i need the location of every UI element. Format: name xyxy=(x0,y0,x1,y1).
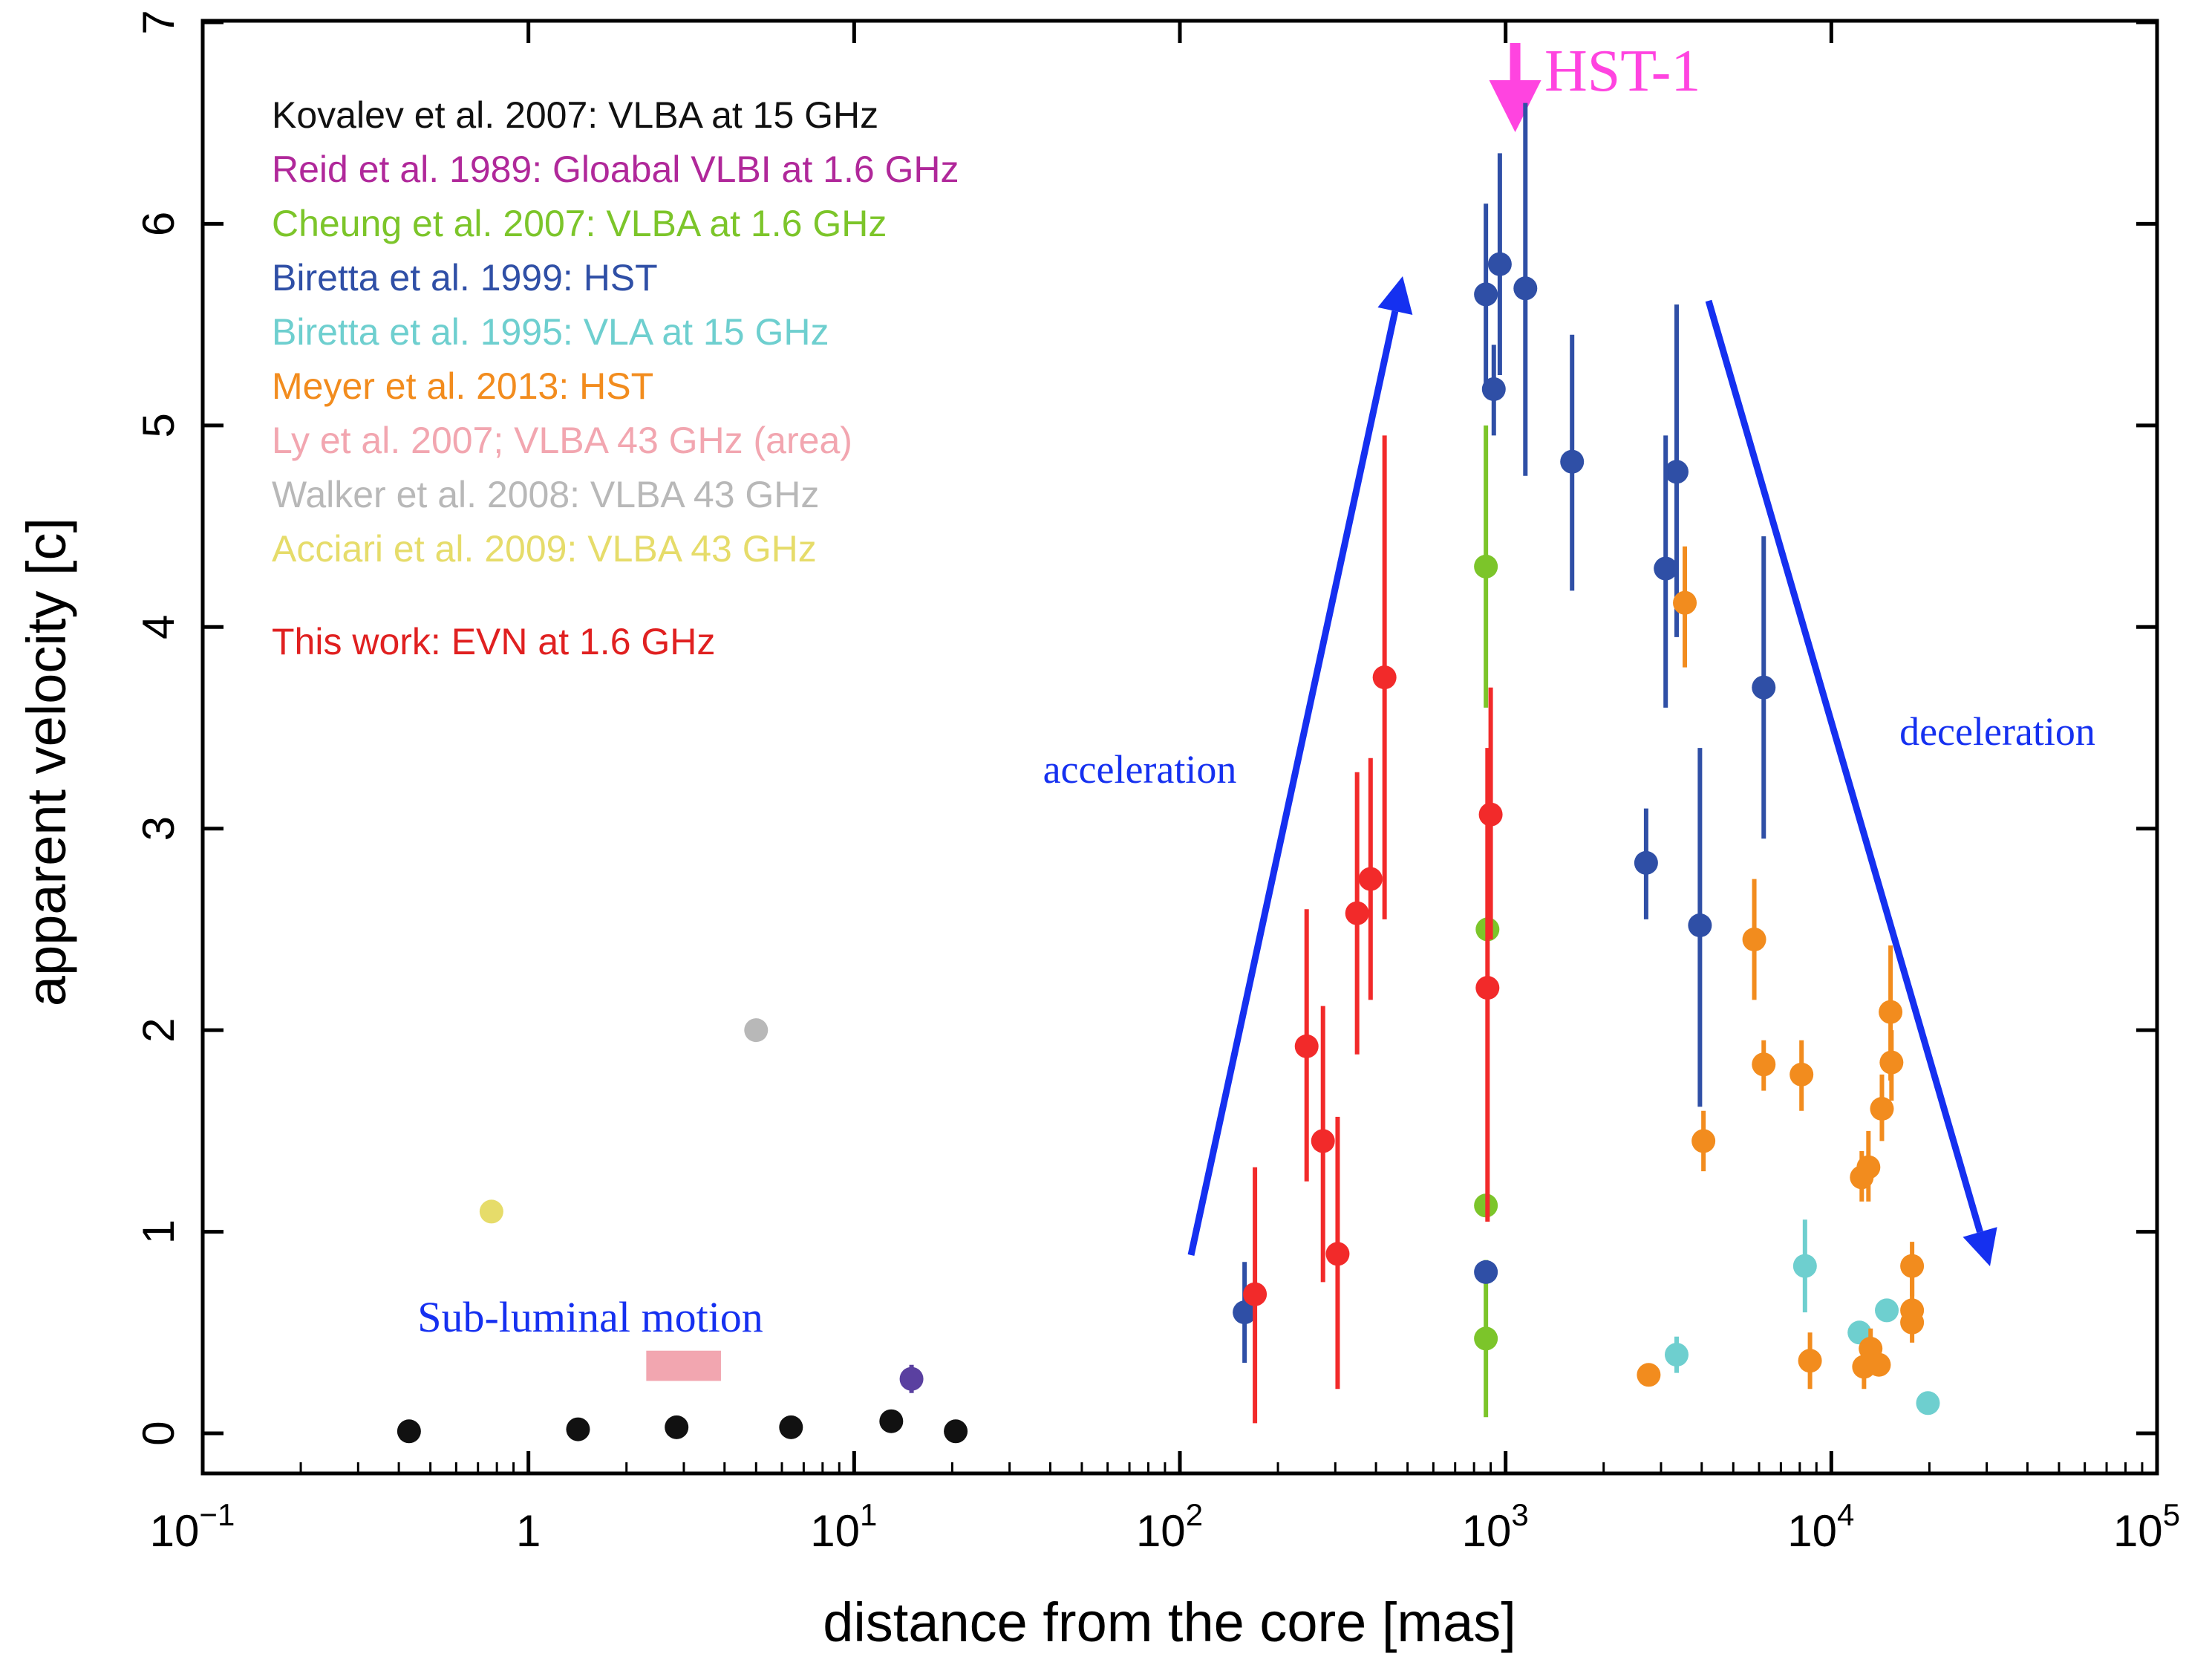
data-point xyxy=(1688,913,1712,937)
data-point xyxy=(1358,867,1383,891)
legend-entry: Acciari et al. 2009: VLBA 43 GHz xyxy=(272,528,817,570)
data-point xyxy=(1879,1050,1904,1075)
acceleration-arrow-shaft xyxy=(1187,310,1399,1256)
deceleration-arrow-head xyxy=(1963,1227,1997,1266)
data-point xyxy=(899,1366,924,1391)
data-point xyxy=(1475,976,1500,1000)
data-point xyxy=(1867,1352,1891,1377)
data-point xyxy=(1481,377,1506,401)
data-point xyxy=(1900,1310,1925,1335)
ly-area-rect xyxy=(646,1350,721,1381)
data-point xyxy=(1637,1363,1661,1387)
x-tick-label: 101 xyxy=(810,1497,877,1556)
y-tick-label: 3 xyxy=(134,816,183,841)
data-point xyxy=(1311,1129,1335,1153)
data-point xyxy=(1792,1254,1817,1278)
data-point xyxy=(1233,1300,1257,1325)
y-tick-label: 5 xyxy=(134,413,183,437)
data-point xyxy=(1474,1326,1498,1351)
y-tick-label: 4 xyxy=(134,615,183,639)
data-point xyxy=(779,1415,803,1439)
data-point xyxy=(1691,1129,1716,1153)
x-tick-label: 10−1 xyxy=(150,1497,235,1556)
data-point xyxy=(1345,901,1369,925)
data-point xyxy=(1478,802,1503,827)
data-point xyxy=(1879,1000,1903,1024)
data-point xyxy=(879,1409,904,1433)
data-point xyxy=(1474,282,1498,307)
y-axis-label: apparent velocity [c] xyxy=(16,518,77,1006)
x-tick-label: 103 xyxy=(1462,1497,1529,1556)
data-point xyxy=(944,1419,968,1444)
hst1-arrow-head xyxy=(1489,80,1541,132)
data-point xyxy=(1294,1034,1319,1058)
legend-entry: Biretta et al. 1995: VLA at 15 GHz xyxy=(272,311,829,353)
plot-frame xyxy=(200,19,2159,1476)
data-point xyxy=(1664,1343,1689,1367)
data-point xyxy=(744,1018,769,1043)
annotation-deceleration: deceleration xyxy=(1899,709,2095,754)
data-point xyxy=(1856,1155,1881,1179)
x-tick-label: 102 xyxy=(1136,1497,1203,1556)
data-point xyxy=(1654,556,1678,581)
data-point xyxy=(566,1417,590,1441)
annotation-acceleration: acceleration xyxy=(1043,747,1237,792)
legend-entry: Walker et al. 2008: VLBA 43 GHz xyxy=(272,474,819,515)
data-point xyxy=(397,1419,421,1444)
data-point xyxy=(1664,460,1689,484)
data-point xyxy=(1870,1097,1894,1121)
data-point xyxy=(1634,850,1658,875)
x-tick-label: 1 xyxy=(516,1506,541,1556)
annotation-hst1: HST-1 xyxy=(1544,39,1700,104)
data-point xyxy=(1742,928,1766,951)
data-point xyxy=(1875,1298,1899,1323)
legend-entry: Meyer et al. 2013: HST xyxy=(272,365,653,407)
data-point xyxy=(1900,1254,1925,1278)
data-point xyxy=(1513,276,1538,301)
data-point xyxy=(1474,554,1498,579)
data-point xyxy=(1560,449,1585,474)
data-point xyxy=(1487,252,1512,276)
data-point xyxy=(665,1415,689,1439)
x-tick-label: 104 xyxy=(1787,1497,1854,1556)
data-point xyxy=(1372,665,1397,690)
x-tick-label: 105 xyxy=(2113,1497,2180,1556)
annotation-subluminal: Sub-luminal motion xyxy=(417,1293,763,1341)
data-point xyxy=(479,1199,503,1224)
legend-entry: Biretta et al. 1999: HST xyxy=(272,257,658,299)
data-point xyxy=(1752,1052,1776,1077)
data-point xyxy=(1789,1062,1814,1087)
data-point xyxy=(1325,1242,1350,1266)
y-tick-label: 1 xyxy=(134,1219,183,1244)
data-point xyxy=(1798,1349,1822,1373)
data-point xyxy=(1673,590,1697,615)
y-tick-label: 0 xyxy=(134,1421,183,1445)
x-axis-label: distance from the core [mas] xyxy=(823,1592,1516,1653)
data-point xyxy=(1243,1282,1268,1306)
legend-entry: Reid et al. 1989: Gloabal VLBI at 1.6 GH… xyxy=(272,149,959,190)
legend-entry: Kovalev et al. 2007: VLBA at 15 GHz xyxy=(272,94,878,136)
y-tick-label: 7 xyxy=(134,10,183,34)
data-point xyxy=(1474,1260,1498,1284)
data-point xyxy=(1752,675,1776,700)
acceleration-arrow-head xyxy=(1377,276,1413,315)
y-tick-label: 6 xyxy=(134,212,183,236)
legend-entry: Cheung et al. 2007: VLBA at 1.6 GHz xyxy=(272,203,887,244)
legend-entry: This work: EVN at 1.6 GHz xyxy=(272,621,715,662)
data-point xyxy=(1916,1391,1940,1415)
legend-entry: Ly et al. 2007; VLBA 43 GHz (area) xyxy=(272,420,852,461)
deceleration-arrow-shaft xyxy=(1705,299,1983,1234)
y-tick-label: 2 xyxy=(134,1017,183,1042)
